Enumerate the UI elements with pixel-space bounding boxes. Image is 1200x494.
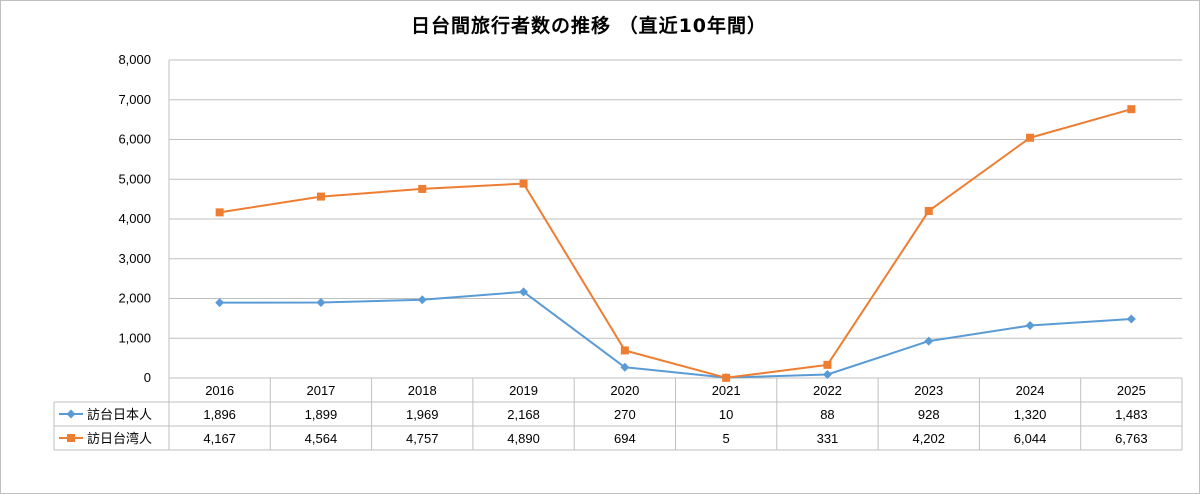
series-2-data-label: 4,890 (507, 431, 540, 446)
series-1-legend-marker (66, 409, 76, 419)
series-2-point (1026, 133, 1035, 142)
series-2-point (519, 179, 528, 188)
series-2-point (1127, 105, 1136, 114)
series-2-data-label: 4,564 (305, 431, 338, 446)
series-1-data-label: 1,896 (203, 407, 236, 422)
x-tick-label: 2025 (1117, 383, 1146, 398)
x-tick-label: 2023 (914, 383, 943, 398)
series-2-data-label: 4,202 (912, 431, 945, 446)
x-tick-label: 2018 (408, 383, 437, 398)
series-1-point (924, 336, 934, 346)
series-lines (215, 105, 1136, 383)
series-1-point (1126, 314, 1136, 324)
chart-title: 日台間旅行者数の推移 （直近10年間） (411, 14, 767, 37)
series-2-point (620, 346, 629, 355)
x-tick-label: 2024 (1016, 383, 1045, 398)
y-tick-label: 5,000 (118, 171, 151, 186)
series-2-data-label: 4,757 (406, 431, 439, 446)
x-tick-label: 2017 (306, 383, 335, 398)
series-1-data-label: 88 (820, 407, 834, 422)
series-2-data-label: 4,167 (203, 431, 236, 446)
series-1-point (822, 370, 832, 380)
x-tick-label: 2021 (712, 383, 741, 398)
series-1-point (316, 298, 326, 308)
y-tick-label: 3,000 (118, 251, 151, 266)
series-1-point (620, 362, 630, 372)
series-1-data-label: 1,969 (406, 407, 439, 422)
x-tick-label: 2019 (509, 383, 538, 398)
y-tick-label: 6,000 (118, 132, 151, 147)
series-2-point (316, 192, 325, 201)
series-1-data-label: 10 (719, 407, 733, 422)
series-1-data-label: 1,483 (1115, 407, 1148, 422)
y-tick-label: 8,000 (118, 52, 151, 67)
x-tick-label: 2020 (610, 383, 639, 398)
series-1-data-label: 2,168 (507, 407, 540, 422)
series-2-point (924, 206, 933, 215)
y-axis-ticks: 0 1,000 2,000 3,000 4,000 5,000 6,000 7,000 8,00… (118, 52, 151, 385)
y-tick-label: 0 (144, 370, 151, 385)
series-1-legend-label: 訪台日本人 (87, 407, 152, 423)
series-1-data-label: 1,899 (305, 407, 338, 422)
y-tick-label: 1,000 (118, 330, 151, 345)
y-tick-label: 7,000 (118, 92, 151, 107)
series-2-data-label: 6,044 (1014, 431, 1047, 446)
series-1-point (1025, 321, 1035, 331)
series-2-legend-marker (67, 434, 75, 442)
data-table: 2016 2017 2018 2019 2020 2021 2022 2023 2024 2025… (53, 377, 1183, 451)
series-2-point (418, 184, 427, 193)
series-2-data-label: 331 (817, 431, 839, 446)
series-2-data-label: 694 (614, 431, 636, 446)
series-2-point (823, 360, 832, 369)
series-2-legend-label: 訪日台湾人 (87, 431, 152, 447)
series-2-data-label: 5 (723, 431, 730, 446)
gridlines (168, 59, 1182, 378)
series-2-line (219, 108, 1132, 379)
series-2-point (215, 208, 224, 217)
x-tick-label: 2022 (813, 383, 842, 398)
y-tick-label: 2,000 (118, 291, 151, 306)
series-1-data-label: 270 (614, 407, 636, 422)
series-1-line (219, 290, 1132, 379)
series-1-data-label: 928 (918, 407, 940, 422)
y-tick-label: 4,000 (118, 211, 151, 226)
series-2-point (722, 373, 731, 382)
series-2-data-label: 6,763 (1115, 431, 1148, 446)
series-1-point (519, 287, 529, 297)
x-tick-label: 2016 (205, 383, 234, 398)
series-1-point (215, 298, 225, 308)
series-1-point (417, 295, 427, 305)
series-1-data-label: 1,320 (1014, 407, 1047, 422)
